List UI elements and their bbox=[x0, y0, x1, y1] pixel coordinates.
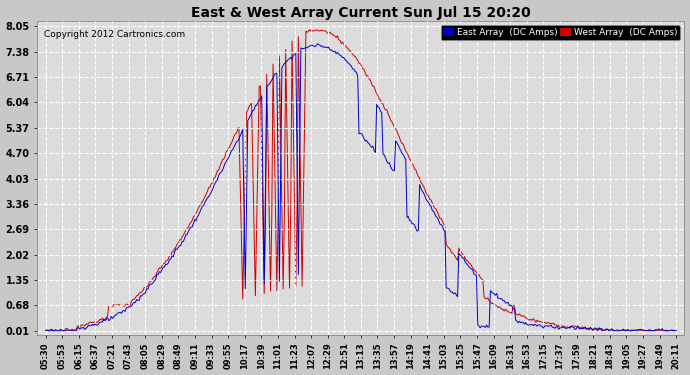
Text: Copyright 2012 Cartronics.com: Copyright 2012 Cartronics.com bbox=[43, 30, 185, 39]
Title: East & West Array Current Sun Jul 15 20:20: East & West Array Current Sun Jul 15 20:… bbox=[191, 6, 531, 20]
Legend: East Array  (DC Amps), West Array  (DC Amps): East Array (DC Amps), West Array (DC Amp… bbox=[441, 25, 680, 40]
